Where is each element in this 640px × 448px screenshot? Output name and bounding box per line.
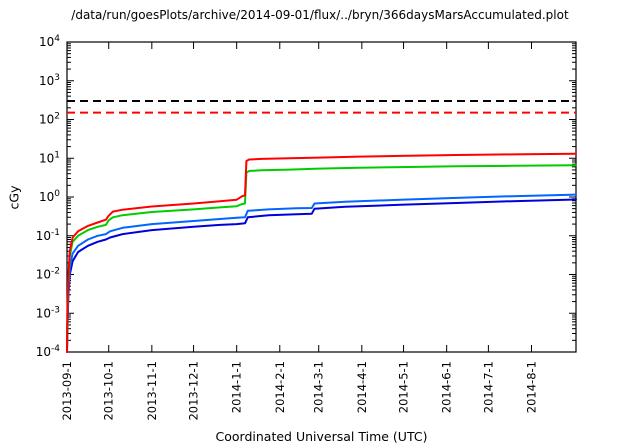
svg-text:10-1: 10-1 bbox=[36, 228, 60, 243]
svg-text:2014-8-1: 2014-8-1 bbox=[524, 361, 538, 413]
svg-text:2014-6-1: 2014-6-1 bbox=[440, 361, 454, 413]
svg-text:100: 100 bbox=[39, 189, 60, 204]
svg-text:2014-3-1: 2014-3-1 bbox=[312, 361, 326, 413]
blue-light-accumulated-dose bbox=[66, 193, 577, 353]
svg-text:2013-10-1: 2013-10-1 bbox=[102, 361, 116, 421]
svg-text:10-4: 10-4 bbox=[36, 344, 61, 359]
svg-text:103: 103 bbox=[39, 73, 60, 88]
svg-text:2014-2-1: 2014-2-1 bbox=[273, 361, 287, 413]
svg-text:2014-7-1: 2014-7-1 bbox=[481, 361, 495, 413]
svg-text:101: 101 bbox=[39, 150, 60, 165]
x-axis-label: Coordinated Universal Time (UTC) bbox=[215, 429, 428, 444]
svg-text:2013-12-1: 2013-12-1 bbox=[187, 361, 201, 421]
green-accumulated-dose bbox=[66, 164, 577, 353]
svg-text:10-3: 10-3 bbox=[36, 305, 60, 320]
chart-title: /data/run/goesPlots/archive/2014-09-01/f… bbox=[71, 8, 569, 22]
svg-text:2013-11-1: 2013-11-1 bbox=[145, 361, 159, 421]
svg-text:10-2: 10-2 bbox=[36, 267, 60, 282]
red-accumulated-dose bbox=[66, 152, 577, 353]
blue-dark-accumulated-dose bbox=[66, 198, 577, 353]
svg-text:2014-5-1: 2014-5-1 bbox=[397, 361, 411, 413]
svg-text:2014-4-1: 2014-4-1 bbox=[355, 361, 369, 413]
svg-text:102: 102 bbox=[39, 112, 60, 127]
y-axis-label: cGy bbox=[6, 185, 22, 210]
svg-text:2014-1-1: 2014-1-1 bbox=[230, 361, 244, 413]
svg-text:104: 104 bbox=[39, 34, 60, 49]
svg-text:2013-09-1: 2013-09-1 bbox=[60, 361, 74, 421]
